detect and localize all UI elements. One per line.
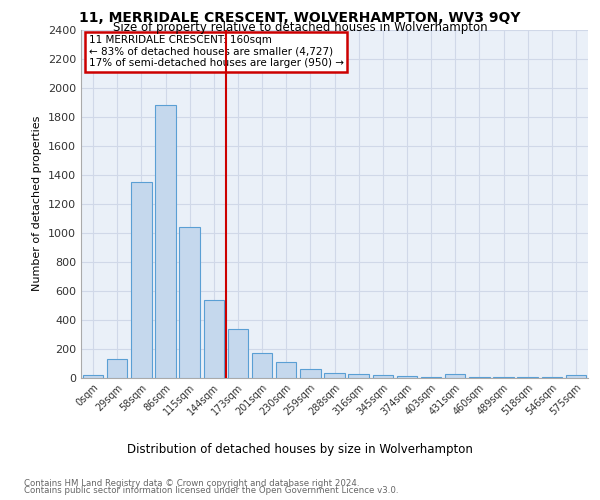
Text: Contains HM Land Registry data © Crown copyright and database right 2024.: Contains HM Land Registry data © Crown c… — [24, 478, 359, 488]
Bar — [324, 373, 345, 378]
Bar — [373, 376, 393, 378]
Bar — [179, 227, 200, 378]
Bar — [300, 369, 320, 378]
Bar — [397, 376, 417, 378]
Y-axis label: Number of detached properties: Number of detached properties — [32, 116, 43, 292]
Bar — [83, 376, 103, 378]
Bar — [566, 376, 586, 378]
Bar — [421, 377, 442, 378]
Text: 11 MERRIDALE CRESCENT: 160sqm
← 83% of detached houses are smaller (4,727)
17% o: 11 MERRIDALE CRESCENT: 160sqm ← 83% of d… — [89, 35, 344, 68]
Bar — [276, 362, 296, 378]
Text: Contains public sector information licensed under the Open Government Licence v3: Contains public sector information licen… — [24, 486, 398, 495]
Bar — [203, 300, 224, 378]
Bar — [131, 182, 152, 378]
Text: 11, MERRIDALE CRESCENT, WOLVERHAMPTON, WV3 9QY: 11, MERRIDALE CRESCENT, WOLVERHAMPTON, W… — [79, 11, 521, 25]
Bar — [107, 358, 127, 378]
Bar — [349, 374, 369, 378]
Bar — [445, 374, 466, 378]
Bar — [252, 353, 272, 378]
Bar — [155, 106, 176, 378]
Text: Size of property relative to detached houses in Wolverhampton: Size of property relative to detached ho… — [113, 21, 487, 34]
Text: Distribution of detached houses by size in Wolverhampton: Distribution of detached houses by size … — [127, 442, 473, 456]
Bar — [469, 377, 490, 378]
Bar — [227, 329, 248, 378]
Bar — [493, 377, 514, 378]
